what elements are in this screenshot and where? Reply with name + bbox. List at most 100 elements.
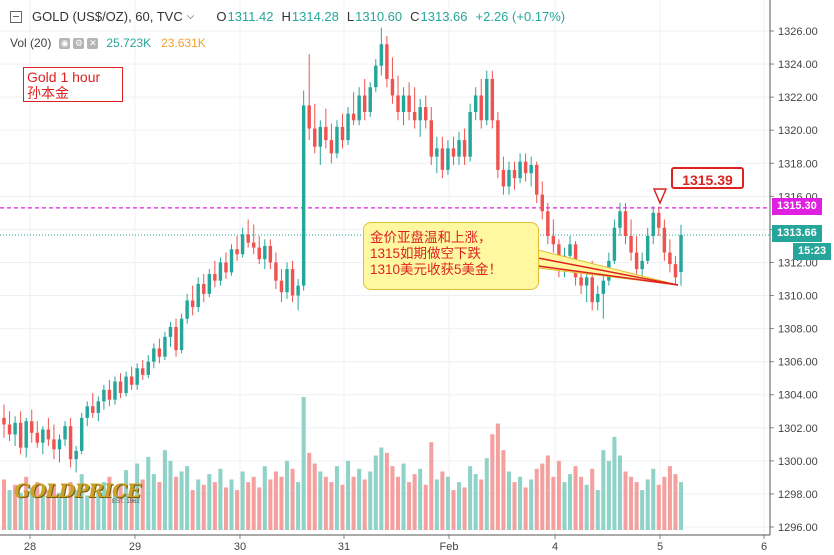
volume-bar	[606, 460, 611, 530]
bar-countdown-tag: 15:23	[793, 243, 832, 260]
candle-body	[68, 426, 73, 460]
candle-body	[451, 148, 456, 157]
candle-body	[124, 376, 128, 394]
chart-title-annotation[interactable]: Gold 1 hour 孙本金	[23, 67, 123, 102]
candle-body	[351, 113, 356, 121]
volume-legend-row: Vol (20) ◉ ⚙ ✕ 25.723K 23.631K	[10, 36, 206, 50]
volume-indicator-label[interactable]: Vol (20)	[10, 36, 52, 50]
y-tick-label: 1298.00	[778, 489, 818, 501]
volume-bar	[457, 482, 462, 530]
volume-bar	[90, 487, 95, 530]
volume-bar	[323, 476, 328, 530]
low-label: L	[346, 9, 355, 24]
candle-body	[346, 113, 350, 141]
volume-bar	[395, 476, 401, 530]
candle-body	[512, 169, 517, 179]
volume-bar	[368, 471, 373, 530]
price-high-label[interactable]: 1315.39	[671, 167, 744, 189]
candle-body	[623, 211, 628, 237]
callout-line: 1310美元收获5美金！	[370, 262, 503, 277]
candle-body	[35, 432, 40, 443]
symbol-title[interactable]: GOLD (US$/OZ), 60, TVC	[32, 9, 183, 24]
x-tick-label: 29	[129, 541, 141, 553]
volume-bar	[168, 460, 173, 530]
candle-body	[207, 274, 212, 294]
volume-bar	[290, 468, 295, 530]
eye-icon[interactable]: ◉	[59, 37, 71, 49]
candle-body	[645, 236, 650, 261]
volume-bar	[423, 484, 428, 530]
candle-body	[501, 169, 506, 187]
volume-bar	[68, 482, 73, 530]
volume-bar	[51, 484, 56, 530]
volume-bar	[462, 487, 467, 530]
volume-bar	[46, 490, 51, 530]
volume-bar	[662, 476, 667, 530]
candle-body	[596, 293, 600, 303]
collapse-icon[interactable]	[10, 10, 22, 23]
candle-body	[240, 234, 245, 255]
candle-body	[457, 140, 461, 157]
candle-body	[179, 318, 184, 351]
volume-bar	[440, 471, 445, 530]
volume-bar	[57, 492, 62, 530]
volume-bar	[518, 476, 523, 530]
candle-body	[196, 283, 200, 308]
volume-bar	[640, 490, 645, 530]
trade-callout[interactable]: 金价亚盘温和上涨， 1315如期做空下跌 1310美元收获5美金！	[363, 222, 539, 290]
callout-line: 金价亚盘温和上涨，	[370, 230, 492, 245]
y-tick-label: 1326.00	[778, 26, 818, 38]
volume-bar	[129, 490, 134, 530]
volume-bar	[18, 492, 23, 530]
candle-body	[535, 164, 539, 195]
candle-body	[313, 128, 317, 147]
candle-body	[584, 277, 589, 286]
annotation-title-line: Gold 1 hour	[27, 69, 101, 85]
candle-body	[529, 164, 533, 174]
candle-body	[185, 300, 189, 319]
x-tick-label: 5	[657, 541, 663, 553]
volume-bar	[284, 460, 290, 530]
candle-body	[662, 227, 667, 253]
volume-bar	[479, 479, 484, 530]
goldprice-logo: GOLDPRICE	[14, 480, 141, 502]
candle-body	[435, 148, 439, 157]
y-tick-label: 1320.00	[778, 125, 818, 137]
high-label: H	[281, 9, 291, 24]
settings-icon[interactable]: ⚙	[73, 37, 85, 49]
candle-body	[218, 262, 223, 281]
volume-bar	[384, 452, 389, 530]
candle-body	[85, 406, 89, 418]
close-icon[interactable]: ✕	[87, 37, 99, 49]
candle-body	[202, 283, 206, 294]
y-tick-label: 1304.00	[778, 390, 818, 402]
candle-body	[518, 161, 522, 179]
volume-bar	[451, 490, 456, 530]
volume-bar	[529, 479, 534, 530]
volume-bar	[185, 466, 190, 530]
candle-body	[479, 95, 483, 121]
candle-body	[640, 260, 644, 270]
candle-body	[190, 300, 195, 308]
candle-body	[263, 245, 267, 260]
annotation-author-line: 孙本金	[27, 85, 69, 101]
chevron-down-icon[interactable]: ⌵	[186, 11, 195, 22]
volume-bar	[617, 455, 622, 530]
volume-bar	[29, 487, 34, 530]
volume-bar	[545, 455, 550, 530]
volume-bar	[629, 476, 634, 530]
volume-bar	[135, 463, 140, 530]
volume-bar	[373, 455, 378, 530]
candle-body	[579, 277, 583, 286]
volume-bar	[273, 471, 278, 530]
candle-body	[7, 424, 12, 435]
y-tick-label: 1296.00	[778, 522, 818, 534]
x-tick-label: 6	[761, 541, 767, 553]
candle-body	[135, 368, 139, 385]
volume-bar	[151, 474, 156, 530]
volume-bar	[101, 482, 106, 530]
volume-bar	[35, 482, 40, 530]
candle-body	[379, 44, 384, 66]
x-tick-label: 31	[338, 541, 350, 553]
